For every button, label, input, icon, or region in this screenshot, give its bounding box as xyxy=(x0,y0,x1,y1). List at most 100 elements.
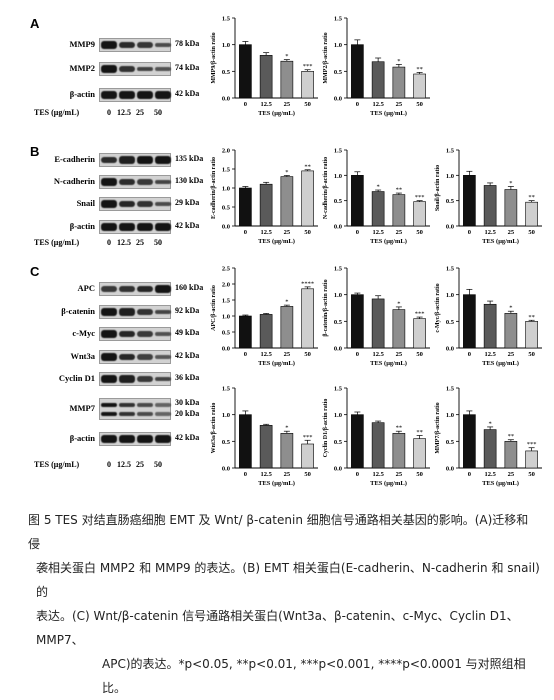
y-axis-label: MMP9/β-actin ratio xyxy=(211,32,217,83)
blot-band xyxy=(155,412,171,416)
y-tick-label: 0.0 xyxy=(446,346,454,353)
y-tick-label: 0.0 xyxy=(334,224,342,231)
significance-mark: ** xyxy=(416,66,423,73)
tes-value: 0 xyxy=(107,238,111,247)
x-tick-label: 50 xyxy=(416,101,423,108)
significance-mark: ** xyxy=(508,433,515,440)
blot-label: β-actin xyxy=(69,433,95,443)
x-tick-label: 25 xyxy=(508,471,515,478)
blot-band xyxy=(137,412,153,416)
y-tick-label: 1.0 xyxy=(334,173,342,180)
bar xyxy=(259,55,273,99)
bar-chart: 0.0 0.5 1.0 1.5 β-catenin/β-actin ratio 0 12.5… xyxy=(323,266,430,367)
y-tick-label: 0.5 xyxy=(446,198,455,205)
x-tick-label: 0 xyxy=(244,351,247,358)
y-tick-label: 0.5 xyxy=(334,198,343,205)
blot-band xyxy=(155,156,171,164)
bar xyxy=(280,306,294,349)
x-tick-label: 0 xyxy=(244,229,247,236)
x-axis-label: TES (μg/mL) xyxy=(370,480,407,487)
y-axis-label: N-cadherin/β-actin ratio xyxy=(323,157,329,219)
bar xyxy=(371,298,385,349)
y-tick-label: 0.0 xyxy=(446,224,454,231)
x-tick-label: 0 xyxy=(244,101,247,108)
figure-caption: 图 5 TES 对结直肠癌细胞 EMT 及 Wnt/ β-catenin 细胞信… xyxy=(16,508,540,700)
y-axis-label: MMP2/β-actin ratio xyxy=(323,32,329,83)
bar-chart: 0.0 0.5 1.0 1.5 c-Myc/β-actin ratio 0 12.5 * 25 *… xyxy=(435,266,542,367)
x-tick-label: 25 xyxy=(284,229,291,236)
bar-chart: 0.0 0.5 1.0 1.5 2.0 E-cadherin/β-actin ratio 0… xyxy=(211,148,318,245)
x-tick-label: 50 xyxy=(528,471,535,478)
tes-value: 50 xyxy=(154,108,162,117)
bar xyxy=(413,201,426,227)
blot-band xyxy=(155,67,171,71)
blot-band xyxy=(119,156,135,164)
blot-band xyxy=(137,42,153,48)
x-tick-label: 12.5 xyxy=(372,471,384,478)
x-tick-label: 25 xyxy=(508,351,515,358)
y-tick-label: 1.0 xyxy=(446,292,454,299)
y-axis-label: MMP7/β-actin ratio xyxy=(435,402,441,453)
blot-band xyxy=(119,286,135,292)
tes-label: TES (μg/mL) xyxy=(34,108,80,117)
x-tick-label: 50 xyxy=(304,101,311,108)
y-tick-label: 1.5 xyxy=(222,298,231,305)
blot-label: E-cadherin xyxy=(54,154,95,164)
blot-band xyxy=(155,355,171,359)
blot-band xyxy=(101,403,117,407)
panel-letter-B: B xyxy=(30,144,40,159)
blot-band xyxy=(101,41,117,49)
blot-band xyxy=(119,223,135,231)
x-tick-label: 25 xyxy=(508,229,515,236)
blot-band xyxy=(101,65,117,73)
y-tick-label: 0.5 xyxy=(222,205,231,212)
y-tick-label: 0.0 xyxy=(334,96,342,103)
caption-line-1: 图 5 TES 对结直肠癌细胞 EMT 及 Wnt/ β-catenin 细胞信… xyxy=(28,513,529,551)
x-tick-label: 12.5 xyxy=(372,101,384,108)
blot-band xyxy=(155,435,171,443)
significance-mark: * xyxy=(285,169,288,176)
blot-label: Snail xyxy=(76,198,95,208)
x-tick-label: 25 xyxy=(284,351,291,358)
kda-label: 160 kDa xyxy=(175,283,204,292)
blot-band xyxy=(119,41,135,49)
bar-chart: 0.0 0.5 1.0 1.5 Snail/β-actin ratio 0 12.5 * 25 *… xyxy=(435,148,542,245)
western-blot-image xyxy=(99,305,171,319)
blot-label: MMP7 xyxy=(69,403,96,413)
y-tick-label: 1.5 xyxy=(334,266,343,273)
significance-mark: *** xyxy=(303,434,313,441)
y-tick-label: 2.5 xyxy=(222,266,231,273)
blot-label: β-actin xyxy=(69,221,95,231)
y-tick-label: 0.5 xyxy=(334,69,343,76)
kda-label: 42 kDa xyxy=(175,221,200,230)
bar xyxy=(239,44,252,99)
western-blot-image xyxy=(99,327,171,341)
western-blot-image xyxy=(99,398,171,420)
tes-value: 50 xyxy=(154,238,162,247)
y-tick-label: 0.5 xyxy=(334,439,343,446)
significance-mark: * xyxy=(509,305,512,312)
bar xyxy=(351,175,364,227)
x-axis-label: TES (μg/mL) xyxy=(258,110,295,117)
y-tick-label: 2.0 xyxy=(222,148,230,155)
x-tick-label: 50 xyxy=(304,351,311,358)
kda-label: 42 kDa xyxy=(175,433,200,442)
western-blot-image xyxy=(99,153,171,167)
x-tick-label: 25 xyxy=(396,229,403,236)
caption-line-4: APC)的表达。*p<0.05, **p<0.01, ***p<0.001, *… xyxy=(102,657,526,695)
blot-band xyxy=(155,179,171,185)
blot-label: Wnt3a xyxy=(70,351,95,361)
x-axis-label: TES (μg/mL) xyxy=(482,360,519,367)
blot-band xyxy=(137,156,153,164)
bar-chart: 0.0 0.5 1.0 1.5 MMP7/β-actin ratio 0 * 12.5 ** 25… xyxy=(435,386,542,487)
bar xyxy=(463,414,476,469)
blot-label: β-actin xyxy=(69,89,95,99)
x-tick-label: 0 xyxy=(356,471,359,478)
y-tick-label: 0.5 xyxy=(222,439,231,446)
blot-band xyxy=(119,353,135,361)
x-tick-label: 0 xyxy=(356,229,359,236)
x-tick-label: 50 xyxy=(304,229,311,236)
y-tick-label: 1.5 xyxy=(334,148,343,155)
bar xyxy=(392,194,406,227)
panel-letter-C: C xyxy=(30,264,40,279)
